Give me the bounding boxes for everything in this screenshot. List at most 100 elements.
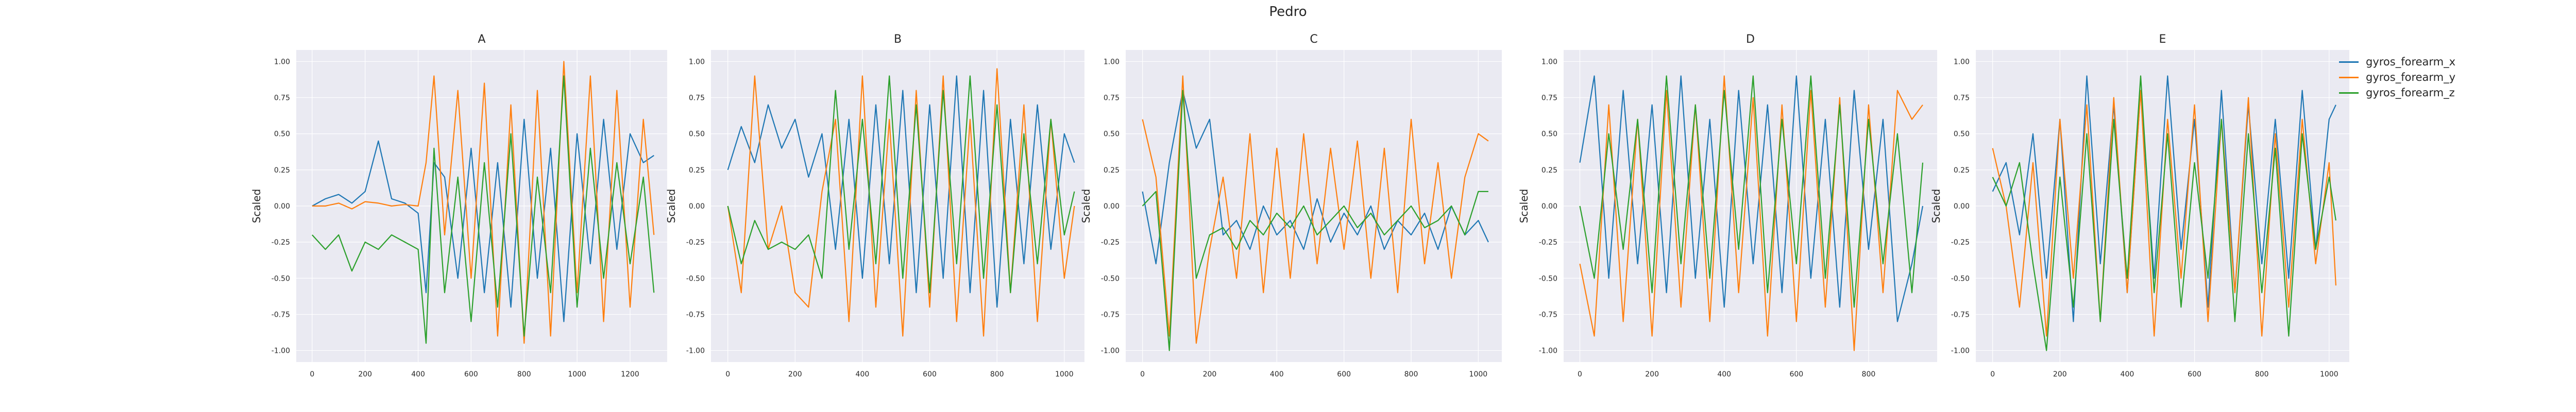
x-tick-label: 0: [310, 370, 314, 379]
legend-label-x: gyros_forearm_x: [2366, 56, 2456, 68]
chart-panel-c: 0 200 400 600 800 1000 -1.00 -0.75 -0.50 -0.25 0.0…: [1080, 33, 1502, 379]
x-tick-label: 600: [464, 370, 478, 379]
y-tick-label: -1.00: [272, 347, 290, 355]
series-line-gyros-forearm-x: [1142, 90, 1489, 265]
x-tick-label: 1200: [621, 370, 639, 379]
y-tick-label: -0.50: [272, 274, 290, 283]
y-tick-label: 0.50: [274, 130, 290, 139]
y-tick-label: -0.25: [272, 238, 290, 247]
y-axis-label: Scaled: [250, 189, 263, 224]
y-tick-label: 0.25: [1541, 166, 1557, 175]
x-tick-label: 0: [1140, 370, 1145, 379]
x-tick-label: 0: [1578, 370, 1582, 379]
y-tick-label: 0.75: [1104, 94, 1120, 102]
y-tick-label: 0.50: [689, 130, 705, 139]
x-tick-label: 1000: [568, 370, 586, 379]
x-tick-label: 400: [1717, 370, 1731, 379]
series-line-gyros-forearm-z: [312, 75, 655, 344]
y-tick-label: 0.75: [1541, 94, 1557, 102]
legend-label-y: gyros_forearm_y: [2366, 71, 2456, 83]
series-line-gyros-forearm-x: [727, 75, 1075, 308]
x-tick-label: 1000: [1469, 370, 1488, 379]
chart-panel-e: 0 200 400 600 800 1000 -1.00 -0.75 -0.50 -0.25 0.0…: [1930, 33, 2349, 379]
legend-item-gyros-forearm-x: gyros_forearm_x: [2339, 54, 2463, 70]
y-tick-label: -0.50: [1539, 274, 1557, 283]
y-tick-label: 0.25: [274, 166, 290, 175]
x-tick-label: 600: [1337, 370, 1351, 379]
y-tick-label: -0.50: [686, 274, 705, 283]
series-line-gyros-forearm-z: [1142, 90, 1488, 351]
y-tick-label: -0.75: [272, 311, 290, 319]
y-tick-label: 1.00: [1104, 58, 1120, 66]
y-tick-label: 0.25: [689, 166, 705, 175]
x-tick-label: 0: [1990, 370, 1995, 379]
y-tick-label: -0.75: [1539, 311, 1557, 319]
y-tick-label: -0.25: [686, 238, 705, 247]
series-line-gyros-forearm-y: [1142, 75, 1489, 344]
x-tick-label: 200: [1645, 370, 1659, 379]
y-tick-label: 1.00: [1954, 58, 1970, 66]
series-line-gyros-forearm-z: [727, 75, 1075, 294]
x-tick-label: 800: [1862, 370, 1876, 379]
x-tick-label: 800: [517, 370, 531, 379]
y-tick-label: 0.75: [1954, 94, 1970, 102]
x-tick-label: 400: [856, 370, 870, 379]
y-tick-label: -1.00: [1539, 347, 1557, 355]
y-tick-label: 0.00: [1104, 202, 1120, 211]
x-tick-label: 1000: [1055, 370, 1074, 379]
legend-swatch-y: [2339, 76, 2359, 78]
panel-title: C: [1310, 33, 1317, 46]
y-tick-label: 0.50: [1954, 130, 1970, 139]
x-tick-label: 600: [1789, 370, 1803, 379]
y-tick-label: -1.00: [686, 347, 705, 355]
chart-panel-a: 0 200 400 600 800 1000 1200 -1.00 -0.75 -0.50 -0.2…: [250, 33, 667, 379]
y-tick-label: 0.00: [1954, 202, 1970, 211]
x-tick-label: 600: [923, 370, 937, 379]
x-tick-label: 800: [2255, 370, 2269, 379]
series-line-gyros-forearm-x: [1992, 75, 2336, 322]
chart-panel-d: 0 200 400 600 800 -1.00 -0.75 -0.50 -0.25 0.00 0.2…: [1518, 33, 1937, 379]
y-axis-label: Scaled: [665, 189, 677, 224]
y-axis-label: Scaled: [1930, 189, 1942, 224]
chart-panel-b: 0 200 400 600 800 1000 -1.00 -0.75 -0.50 -0.25 0.0…: [665, 33, 1084, 379]
x-tick-label: 600: [2188, 370, 2201, 379]
y-tick-label: -0.75: [1951, 311, 1970, 319]
x-tick-label: 200: [2053, 370, 2067, 379]
series-line-gyros-forearm-z: [1992, 75, 2336, 351]
series-line-gyros-forearm-y: [1992, 90, 2336, 337]
figure-title: Pedro: [1269, 4, 1307, 20]
legend-label-z: gyros_forearm_z: [2366, 87, 2455, 99]
y-tick-label: -0.25: [1951, 238, 1970, 247]
panel-title: D: [1746, 33, 1755, 46]
legend-item-gyros-forearm-y: gyros_forearm_y: [2339, 70, 2463, 85]
panel-title: A: [478, 33, 485, 46]
y-tick-label: -0.75: [1101, 311, 1120, 319]
y-tick-label: 0.75: [689, 94, 705, 102]
y-tick-label: 0.25: [1104, 166, 1120, 175]
series-line-gyros-forearm-x: [1579, 75, 1924, 322]
series-line-gyros-forearm-y: [727, 68, 1075, 337]
x-tick-label: 200: [1203, 370, 1217, 379]
panel-title: B: [894, 33, 902, 46]
y-tick-label: 1.00: [274, 58, 290, 66]
x-tick-label: 800: [990, 370, 1004, 379]
y-tick-label: -0.25: [1101, 238, 1120, 247]
y-axis-label: Scaled: [1518, 189, 1530, 224]
y-tick-label: 0.00: [274, 202, 290, 211]
y-axis-label: Scaled: [1080, 189, 1092, 224]
series-line-gyros-forearm-z: [1579, 75, 1924, 308]
y-tick-label: 0.75: [274, 94, 290, 102]
y-tick-label: -0.75: [686, 311, 705, 319]
x-tick-label: 1000: [2320, 370, 2338, 379]
y-tick-label: 0.00: [689, 202, 705, 211]
y-tick-label: -1.00: [1951, 347, 1970, 355]
x-tick-label: 200: [358, 370, 372, 379]
y-tick-label: 0.50: [1541, 130, 1557, 139]
legend-swatch-z: [2339, 92, 2359, 94]
y-tick-label: -0.50: [1101, 274, 1120, 283]
x-tick-label: 400: [411, 370, 425, 379]
x-tick-label: 800: [1404, 370, 1418, 379]
y-tick-label: -1.00: [1101, 347, 1120, 355]
y-tick-label: 1.00: [689, 58, 705, 66]
